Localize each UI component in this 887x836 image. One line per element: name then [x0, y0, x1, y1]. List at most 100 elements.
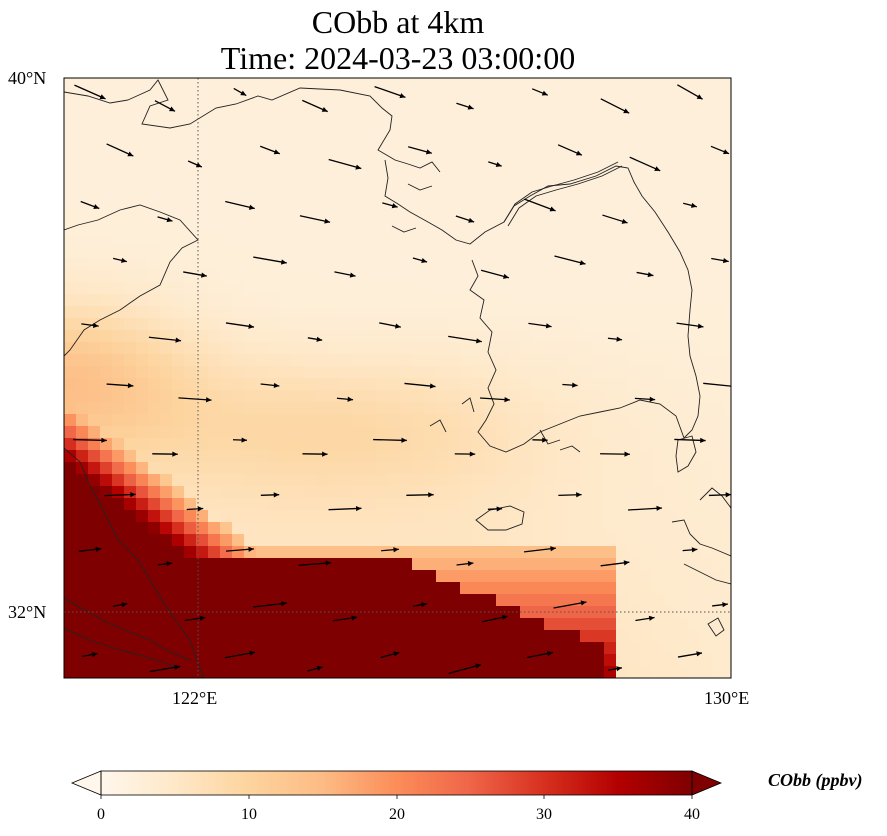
- coastline-korea-north-border: [503, 161, 623, 227]
- field-cell: [172, 474, 185, 487]
- field-cell: [496, 414, 509, 427]
- field-cell: [712, 654, 725, 667]
- field-cell: [340, 282, 353, 295]
- field-cell: [592, 150, 605, 163]
- field-cell: [64, 234, 77, 247]
- field-cell: [568, 210, 581, 223]
- wind-vector-head: [93, 204, 100, 210]
- field-cell: [280, 210, 293, 223]
- field-cell: [232, 654, 245, 667]
- lat-label-40n: 40°N: [8, 68, 47, 88]
- field-cell: [652, 642, 665, 655]
- field-cell: [184, 654, 197, 667]
- field-cell: [580, 522, 593, 535]
- field-cell: [376, 366, 389, 379]
- field-cell: [172, 330, 185, 343]
- field-cell: [364, 426, 377, 439]
- field-cell: [172, 366, 185, 379]
- field-cell: [580, 462, 593, 475]
- field-cell: [508, 474, 521, 487]
- field-cell: [196, 582, 209, 595]
- field-cell: [304, 174, 317, 187]
- field-cell: [724, 150, 731, 163]
- field-cell: [256, 390, 269, 403]
- field-cell: [232, 378, 245, 391]
- field-cell: [376, 126, 389, 139]
- field-cell: [100, 594, 113, 607]
- field-cell: [628, 186, 641, 199]
- field-cell: [652, 78, 665, 91]
- wind-vector-head: [121, 602, 128, 608]
- field-cell: [316, 630, 329, 643]
- field-cell: [292, 642, 305, 655]
- field-cell: [556, 294, 569, 307]
- field-cell: [424, 270, 437, 283]
- field-cell: [136, 258, 149, 271]
- field-cell: [700, 138, 713, 151]
- field-cell: [304, 318, 317, 331]
- field-cell: [508, 414, 521, 427]
- field-cell: [76, 642, 89, 655]
- field-cell: [580, 582, 593, 595]
- field-cell: [496, 318, 509, 331]
- field-cell: [472, 450, 485, 463]
- field-cell: [184, 330, 197, 343]
- field-cell: [448, 414, 461, 427]
- field-cell: [100, 330, 113, 343]
- field-cell: [208, 234, 221, 247]
- field-cell: [220, 126, 233, 139]
- field-cell: [688, 150, 701, 163]
- field-cell: [304, 618, 317, 631]
- field-cell: [448, 426, 461, 439]
- field-cell: [652, 522, 665, 535]
- field-cell: [304, 162, 317, 175]
- field-cell: [436, 486, 449, 499]
- field-cell: [316, 90, 329, 103]
- field-cell: [388, 462, 401, 475]
- field-cell: [448, 150, 461, 163]
- field-cell: [268, 402, 281, 415]
- field-cell: [532, 570, 545, 583]
- field-cell: [460, 114, 473, 127]
- field-cell: [208, 342, 221, 355]
- field-cell: [496, 594, 509, 607]
- field-cell: [304, 198, 317, 211]
- field-cell: [628, 342, 641, 355]
- field-cell: [688, 594, 701, 607]
- field-cell: [424, 366, 437, 379]
- field-cell: [568, 126, 581, 139]
- field-cell: [424, 102, 437, 115]
- field-cell: [136, 618, 149, 631]
- field-cell: [256, 438, 269, 451]
- field-cell: [88, 474, 101, 487]
- field-cell: [472, 606, 485, 619]
- field-cell: [136, 366, 149, 379]
- field-cell: [208, 354, 221, 367]
- field-cell: [88, 378, 101, 391]
- field-cell: [400, 270, 413, 283]
- field-cell: [388, 534, 401, 547]
- field-cell: [604, 222, 617, 235]
- field-cell: [676, 594, 689, 607]
- field-cell: [352, 594, 365, 607]
- field-cell: [616, 306, 629, 319]
- field-cell: [364, 330, 377, 343]
- field-cell: [328, 354, 341, 367]
- field-cell: [232, 246, 245, 259]
- field-cell: [544, 486, 557, 499]
- field-cell: [244, 162, 257, 175]
- field-cell: [568, 654, 581, 667]
- field-cell: [640, 90, 653, 103]
- field-cell: [64, 294, 77, 307]
- wind-vector-head: [95, 546, 102, 552]
- field-cell: [640, 438, 653, 451]
- field-cell: [676, 450, 689, 463]
- field-cell: [160, 378, 173, 391]
- field-cell: [88, 342, 101, 355]
- field-cell: [340, 246, 353, 259]
- field-cell: [724, 174, 731, 187]
- field-cell: [652, 186, 665, 199]
- field-cell: [172, 486, 185, 499]
- field-cell: [508, 222, 521, 235]
- field-cell: [508, 618, 521, 631]
